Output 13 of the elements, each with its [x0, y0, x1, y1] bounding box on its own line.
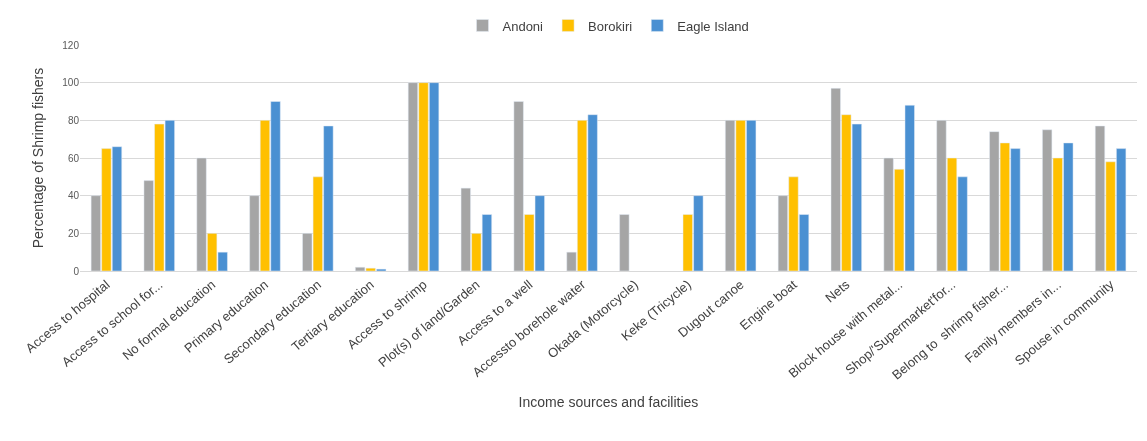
- y-tick-label: 60: [67, 152, 80, 164]
- y-tick-label: 40: [67, 190, 80, 202]
- y-tick-label: 120: [62, 39, 80, 51]
- legend-label: Borokiri: [588, 18, 633, 34]
- bar: [619, 214, 630, 271]
- x-axis-title: Income sources and facilities: [518, 393, 699, 410]
- y-tick-label: 20: [67, 227, 80, 239]
- y-tick-label: 0: [73, 265, 80, 277]
- legend-label: Eagle Island: [677, 18, 749, 34]
- legend-label: Andoni: [502, 18, 544, 34]
- y-tick-label: 100: [62, 77, 80, 89]
- y-tick-label: 80: [67, 114, 80, 126]
- y-axis-title: Percentage of Shrimp fishers: [29, 67, 46, 249]
